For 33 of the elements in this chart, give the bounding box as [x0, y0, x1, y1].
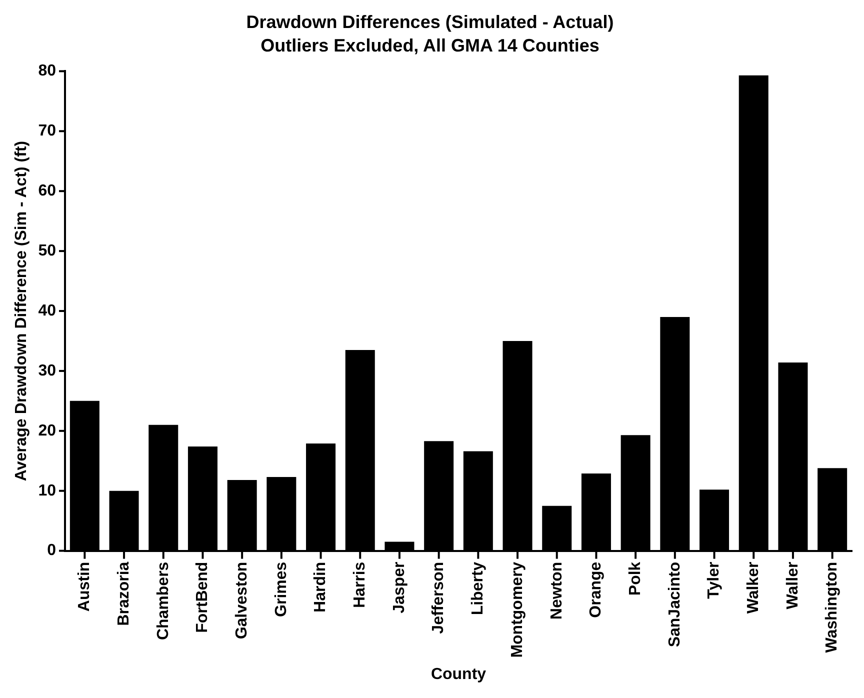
y-tick-label: 50 [38, 242, 56, 260]
x-tick-label: Montgomery [508, 562, 526, 658]
y-tick-label: 70 [38, 122, 56, 140]
x-tick-label: Jasper [390, 562, 408, 614]
x-tick-label: Waller [784, 562, 802, 610]
x-tick-label: Jefferson [430, 562, 448, 634]
x-tick-label: Orange [588, 562, 605, 618]
x-tick-label: Polk [626, 562, 644, 596]
x-tick-label: Hardin [312, 562, 330, 612]
x-tick-label: Newton [548, 562, 566, 620]
x-axis-title: County [430, 666, 486, 683]
y-tick-label: 80 [38, 62, 56, 80]
x-tick-label: Brazoria [115, 562, 132, 626]
x-tick-label: Tyler [706, 562, 723, 599]
x-tick-label: SanJacinto [666, 562, 684, 648]
y-tick-label: 20 [38, 422, 56, 440]
x-tick-label: Harris [352, 562, 369, 608]
chart-subtitle: Outliers Excluded, All GMA 14 Counties [260, 35, 600, 56]
y-tick-label: 30 [38, 362, 56, 380]
x-tick-label: Galveston [233, 562, 250, 640]
y-tick-label: 60 [38, 182, 56, 200]
x-tick-label: Liberty [470, 562, 487, 616]
chart-title: Drawdown Differences (Simulated - Actual) [246, 12, 614, 32]
x-tick-label: Walker [745, 562, 762, 614]
y-tick-label: 0 [47, 542, 56, 560]
x-tick-label: Chambers [154, 562, 172, 640]
x-tick-label: Washington [824, 562, 841, 653]
y-tick-label: 10 [38, 482, 56, 500]
x-tick-label: Grimes [272, 562, 290, 617]
y-tick-label: 40 [38, 302, 56, 320]
y-axis-title: Average Drawdown Difference (Sim - Act) (ft) [13, 140, 30, 482]
x-tick-label: Austin [76, 562, 94, 612]
x-tick-label: FortBend [194, 562, 212, 633]
